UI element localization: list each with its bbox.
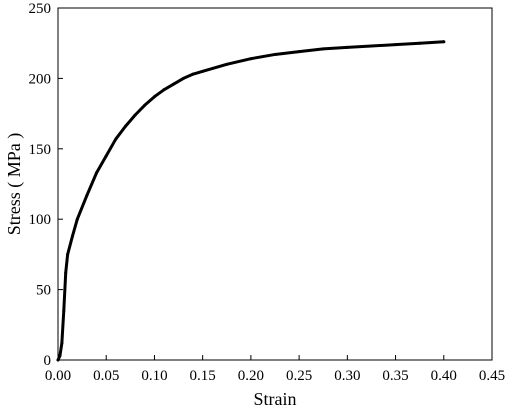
data-point	[95, 171, 99, 175]
data-point	[58, 354, 62, 358]
data-point	[297, 50, 301, 54]
x-tick-label: 0.10	[141, 368, 167, 384]
data-point	[64, 271, 68, 275]
data-point	[162, 88, 166, 92]
x-tick-label: 0.00	[45, 368, 71, 384]
data-point	[133, 113, 137, 117]
data-point	[442, 40, 446, 44]
data-point	[321, 47, 325, 51]
data-point	[104, 154, 108, 158]
x-axis-title: Strain	[254, 389, 297, 409]
data-point	[172, 82, 176, 86]
series-points	[56, 40, 446, 362]
data-point	[143, 103, 147, 107]
y-tick-label: 50	[36, 283, 51, 299]
data-point	[75, 217, 79, 221]
data-point	[181, 76, 185, 80]
data-point	[152, 95, 156, 99]
data-point	[60, 341, 64, 345]
y-tick-label: 150	[29, 142, 52, 158]
y-axis-ticks: 0 50 100 150 200 250	[29, 1, 63, 369]
plot-frame	[57, 7, 493, 361]
y-tick-label: 250	[29, 1, 52, 17]
data-point	[418, 41, 422, 45]
x-tick-label: 0.15	[190, 368, 216, 384]
data-point	[191, 72, 195, 76]
data-point	[62, 309, 66, 313]
data-point	[225, 62, 229, 66]
x-tick-label: 0.45	[479, 368, 505, 384]
data-point	[114, 137, 118, 141]
data-point	[56, 358, 60, 362]
data-point	[201, 69, 205, 73]
x-tick-label: 0.20	[238, 368, 264, 384]
data-point	[124, 124, 128, 128]
x-axis-ticks: 0.00 0.05 0.10 0.15 0.20 0.25 0.30 0.35 0.40 0.45	[45, 355, 505, 384]
y-tick-label: 0	[44, 353, 52, 369]
y-tick-label: 100	[29, 212, 52, 228]
data-point	[85, 193, 89, 197]
y-tick-label: 200	[29, 71, 52, 87]
x-tick-label: 0.40	[431, 368, 457, 384]
x-tick-label: 0.05	[93, 368, 119, 384]
x-tick-label: 0.25	[286, 368, 312, 384]
data-point	[273, 52, 277, 56]
x-tick-label: 0.35	[382, 368, 408, 384]
data-point	[345, 45, 349, 49]
x-tick-label: 0.30	[334, 368, 360, 384]
data-point	[70, 234, 74, 238]
data-point	[249, 57, 253, 61]
data-point	[394, 43, 398, 47]
series-line	[56, 40, 446, 362]
y-axis-title: Stress ( MPa )	[4, 133, 25, 236]
data-point	[369, 44, 373, 48]
data-point	[66, 252, 70, 256]
